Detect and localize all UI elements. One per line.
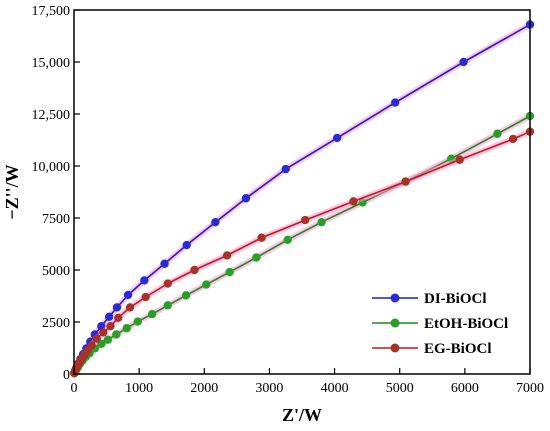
- legend-marker-etoh-biocl: [390, 318, 400, 328]
- x-tick-label: 5000: [386, 381, 414, 396]
- series-halo-etoh-biocl: [71, 113, 532, 375]
- data-point-di-biocl: [182, 240, 191, 250]
- series-halo-eg-biocl: [71, 128, 532, 374]
- data-point-etoh-biocl: [181, 291, 191, 300]
- series-layer: [70, 20, 535, 378]
- series-line-eg-biocl: [73, 130, 531, 374]
- tick-layer: 0 1000 2000 3000 4000 5000 6000 7000 0 2500 5000 75…: [32, 4, 545, 396]
- data-point-eg-biocl: [301, 215, 310, 225]
- y-tick-label: 15,000: [32, 56, 71, 71]
- data-point-etoh-biocl: [493, 129, 502, 138]
- data-point-eg-biocl: [125, 303, 135, 312]
- data-point-di-biocl: [459, 57, 468, 67]
- x-tick-label: 2000: [190, 381, 218, 396]
- data-point-eg-biocl: [163, 279, 173, 288]
- y-tick-label: 12,500: [32, 108, 71, 123]
- data-point-di-biocl: [241, 194, 251, 203]
- data-point-etoh-biocl: [202, 280, 211, 289]
- legend-marker-di-biocl: [390, 293, 400, 303]
- y-tick-label: 0: [63, 368, 70, 383]
- plot-frame: [73, 9, 531, 375]
- data-point-etoh-biocl: [225, 267, 234, 277]
- data-point-eg-biocl: [349, 197, 358, 206]
- data-point-eg-biocl: [508, 134, 518, 144]
- data-point-etoh-biocl: [147, 309, 157, 319]
- data-point-eg-biocl: [455, 155, 464, 164]
- x-tick-label: 6000: [451, 381, 479, 396]
- data-point-eg-biocl: [87, 341, 96, 350]
- x-tick-label: 0: [71, 381, 78, 396]
- data-point-eg-biocl: [257, 233, 266, 242]
- data-point-di-biocl: [160, 259, 169, 268]
- data-point-etoh-biocl: [163, 301, 173, 310]
- data-point-etoh-biocl: [103, 335, 113, 344]
- data-point-di-biocl: [390, 98, 400, 107]
- data-point-eg-biocl: [190, 265, 199, 275]
- y-tick-label: 10,000: [32, 160, 71, 175]
- y-axis-title: −Z''/W: [2, 164, 22, 219]
- data-point-eg-biocl: [92, 334, 102, 343]
- data-point-di-biocl: [104, 312, 114, 321]
- data-point-di-biocl: [123, 290, 133, 300]
- x-axis-title: Z'/W: [282, 405, 322, 425]
- data-point-etoh-biocl: [122, 324, 131, 333]
- legend: DI-BiOCl EtOH-BiOCl EG-BiOCl: [372, 291, 508, 357]
- data-point-eg-biocl: [401, 177, 410, 186]
- x-tick-label: 3000: [255, 381, 283, 396]
- data-point-eg-biocl: [141, 292, 150, 302]
- y-tick-label: 2500: [42, 316, 70, 331]
- data-point-etoh-biocl: [112, 330, 121, 339]
- data-point-eg-biocl: [222, 251, 232, 260]
- legend-label-di-biocl: DI-BiOCl: [424, 291, 487, 307]
- y-tick-label: 17,500: [32, 4, 71, 19]
- data-point-eg-biocl: [114, 313, 123, 323]
- legend-label-eg-biocl: EG-BiOCl: [424, 341, 492, 357]
- data-point-di-biocl: [112, 303, 122, 312]
- data-point-etoh-biocl: [283, 235, 292, 245]
- data-point-di-biocl: [281, 164, 290, 174]
- data-point-di-biocl: [332, 133, 342, 143]
- data-point-eg-biocl: [99, 328, 108, 337]
- data-point-etoh-biocl: [317, 217, 326, 227]
- legend-label-etoh-biocl: EtOH-BiOCl: [424, 316, 508, 332]
- data-point-di-biocl: [140, 276, 149, 285]
- x-tick-label: 1000: [125, 381, 153, 396]
- x-tick-label: 7000: [516, 381, 544, 396]
- data-point-etoh-biocl: [133, 317, 143, 326]
- data-point-eg-biocl: [106, 321, 115, 331]
- data-point-di-biocl: [211, 217, 220, 227]
- y-tick-label: 7500: [42, 212, 70, 227]
- data-point-etoh-biocl: [252, 253, 261, 262]
- y-tick-label: 5000: [42, 264, 70, 279]
- legend-marker-eg-biocl: [390, 343, 400, 353]
- x-tick-label: 4000: [321, 381, 349, 396]
